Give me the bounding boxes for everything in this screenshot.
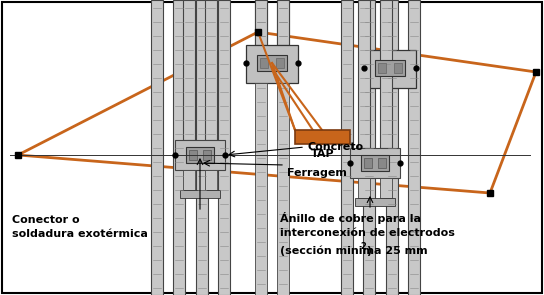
Bar (183, 170, 195, 190)
Bar (255, 83, 267, 295)
Bar (180, 190, 220, 198)
Bar (295, 130, 350, 144)
Text: Ánillo de cobre para la
interconexión de electrodos: Ánillo de cobre para la interconexión de… (280, 212, 455, 238)
Bar (394, 63, 402, 73)
Bar (205, 170, 217, 190)
Bar (175, 140, 225, 170)
Bar (341, 0, 353, 295)
Text: Ferragem: Ferragem (287, 168, 347, 178)
Bar (196, 0, 208, 295)
Text: TAP: TAP (311, 149, 335, 159)
Bar (203, 150, 211, 160)
Bar (205, 0, 217, 140)
Bar (375, 60, 405, 76)
Bar (363, 0, 375, 295)
Bar (408, 0, 420, 295)
Bar (378, 63, 386, 73)
Bar (364, 50, 416, 88)
Bar (358, 0, 370, 148)
Bar (257, 55, 287, 71)
Bar (189, 150, 197, 160)
Text: Concreto: Concreto (307, 142, 363, 152)
Bar (350, 148, 400, 178)
Bar (386, 0, 398, 295)
Bar (276, 58, 284, 68)
Bar (361, 155, 389, 171)
Text: Conector o
soldadura exotérmica: Conector o soldadura exotérmica (12, 215, 148, 239)
Bar (277, 0, 289, 50)
Bar (255, 0, 267, 50)
Bar (380, 178, 392, 198)
Bar (151, 0, 163, 295)
Bar (378, 158, 386, 168)
Text: (sección minima 25 mm: (sección minima 25 mm (280, 246, 428, 256)
Bar (260, 58, 268, 68)
Text: 2: 2 (361, 242, 367, 251)
Bar (277, 83, 289, 295)
Text: ): ) (367, 246, 372, 256)
Bar (364, 158, 372, 168)
Bar (246, 45, 298, 83)
Bar (358, 178, 370, 198)
Bar (218, 0, 230, 295)
Bar (355, 198, 395, 206)
Bar (183, 0, 195, 140)
Bar (277, 0, 289, 45)
Bar (186, 147, 214, 163)
Bar (380, 0, 392, 148)
Bar (255, 0, 267, 45)
Bar (173, 0, 185, 295)
